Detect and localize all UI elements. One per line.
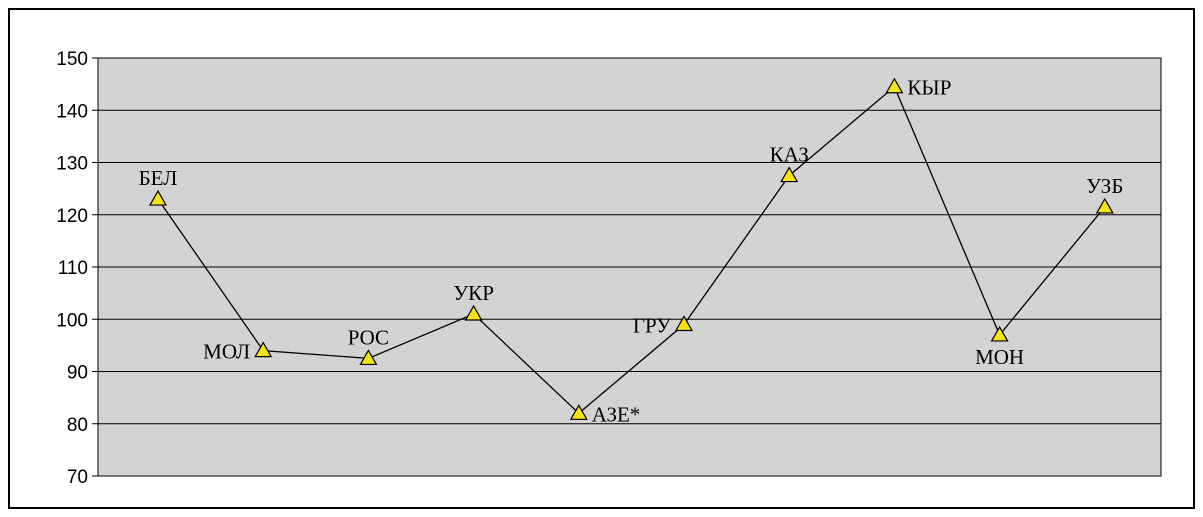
gridlines [98, 109, 1161, 425]
data-point-label: БЕЛ [139, 166, 178, 190]
data-point-marker [254, 341, 273, 358]
data-point-label: КЫР [907, 76, 951, 100]
data-point-marker [359, 349, 378, 366]
data-point-marker [464, 304, 483, 321]
data-point-label: КАЗ [770, 143, 809, 167]
data-point-marker [569, 404, 588, 420]
data-point-label: РОС [348, 325, 389, 349]
data-point-label: МОЛ [203, 340, 250, 364]
y-tick-label: 70 [67, 467, 88, 488]
data-point-marker [674, 315, 694, 332]
y-tick-label: 80 [67, 415, 88, 436]
data-point-marker [780, 166, 799, 183]
data-point-label: ГРУ [633, 313, 671, 337]
data-point-label: УКР [453, 281, 494, 305]
data-point-label: УЗБ [1086, 174, 1123, 198]
y-tick-label: 150 [56, 49, 88, 70]
y-axis: 70 80 90 100 110 120 130 140 150 [56, 49, 98, 488]
data-point-label: АЗЕ* [592, 402, 641, 426]
series-polyline [157, 85, 1106, 415]
y-tick-label: 120 [56, 206, 88, 227]
data-labels: БЕЛ МОЛ РОС УКР АЗЕ* ГРУ КАЗ КЫР МОН УЗБ [139, 76, 1124, 427]
data-point-marker [885, 77, 904, 94]
data-point-marker [1095, 197, 1114, 214]
series-line [157, 85, 1106, 415]
data-point-label: МОН [975, 345, 1024, 369]
data-point-marker [990, 325, 1009, 342]
y-tick-label: 130 [56, 154, 88, 175]
y-tick-label: 140 [56, 101, 88, 122]
y-tick-label: 90 [67, 363, 88, 384]
y-tick-label: 110 [58, 258, 88, 279]
data-point-marker [148, 189, 168, 206]
y-tick-label: 100 [56, 310, 88, 331]
data-markers [148, 77, 1114, 420]
